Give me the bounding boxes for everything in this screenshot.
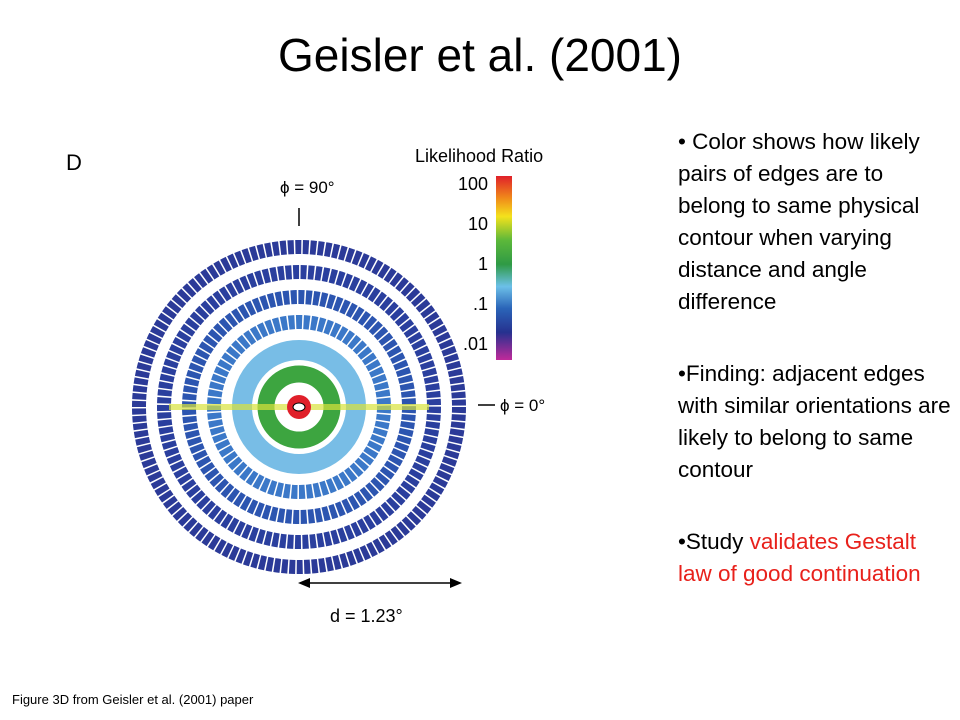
ring: [132, 240, 466, 574]
bullet: •Finding: adjacent edges with similar or…: [678, 358, 956, 486]
bullet-text: validates Gestalt law of good continuati…: [678, 529, 921, 586]
bullet-text: •Study: [678, 529, 750, 554]
distance-label: d = 1.23°: [330, 606, 403, 626]
panel-label: D: [66, 150, 82, 175]
bullet: • Color shows how likely pairs of edges …: [678, 126, 956, 318]
bullet-text: •Finding: adjacent edges with similar or…: [678, 361, 951, 482]
colorbar-label: 100: [458, 174, 488, 194]
bullet-list: • Color shows how likely pairs of edges …: [678, 126, 956, 630]
colorbar-label: 1: [478, 254, 488, 274]
colorbar-label: 10: [468, 214, 488, 234]
slide-title: Geisler et al. (2001): [278, 29, 682, 81]
center-dot: [292, 402, 306, 412]
colorbar-label: .01: [463, 334, 488, 354]
colorbar-title: Likelihood Ratio: [415, 146, 543, 166]
colorbar: [496, 176, 512, 360]
bullet-text: • Color shows how likely pairs of edges …: [678, 129, 920, 314]
colorbar-label: .1: [473, 294, 488, 314]
ring: [157, 265, 441, 549]
bullet: •Study validates Gestalt law of good con…: [678, 526, 956, 590]
phi-0-label: ϕ = 0°: [500, 396, 545, 415]
phi-90-label: ϕ = 90°: [280, 178, 335, 197]
caption: Figure 3D from Geisler et al. (2001) pap…: [12, 692, 254, 707]
